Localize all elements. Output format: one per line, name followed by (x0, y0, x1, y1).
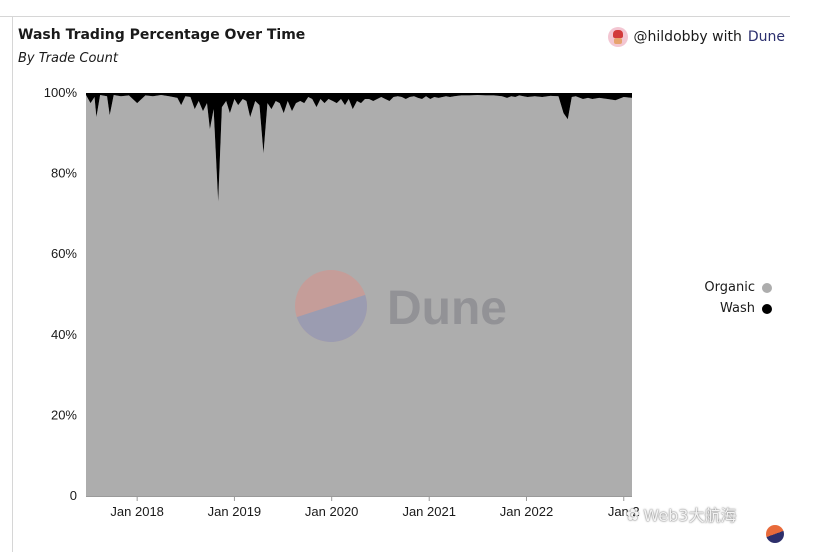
legend: Organic Wash (704, 277, 772, 319)
y-tick-label: 80% (51, 166, 77, 181)
y-axis: 0 20% 40% 60% 80% 100% (44, 85, 78, 503)
legend-label-organic: Organic (704, 280, 755, 295)
left-border (12, 16, 13, 552)
credit-brand-link[interactable]: Dune (747, 29, 785, 45)
legend-item-organic[interactable]: Organic (704, 277, 772, 298)
x-tick-label: Jan 2018 (110, 504, 164, 519)
chart-subtitle: By Trade Count (18, 51, 118, 66)
y-tick-label: 60% (51, 246, 77, 261)
corner-watermark-text: Web3大航海 (643, 506, 737, 525)
corner-logo-icon (766, 525, 784, 543)
y-tick-label: 0 (70, 488, 77, 503)
x-tick-label: Jan 2 (608, 504, 640, 519)
legend-item-wash[interactable]: Wash (704, 298, 772, 319)
avatar[interactable] (607, 27, 628, 47)
top-border (0, 16, 790, 17)
x-tick-label: Jan 2022 (500, 504, 554, 519)
legend-swatch-wash (762, 303, 772, 314)
dune-logo-lower-icon (296, 294, 367, 342)
y-tick-label: 20% (51, 407, 77, 422)
chart-title: Wash Trading Percentage Over Time (18, 27, 306, 43)
dune-watermark: Dune (295, 270, 507, 342)
author-credit[interactable]: @hildobby with Dune (607, 27, 785, 47)
y-tick-label: 40% (51, 327, 77, 342)
credit-user[interactable]: @hildobby with (633, 29, 742, 45)
wechat-icon: ✿ (626, 504, 640, 524)
corner-watermark: ✿ Web3大航海 (626, 502, 736, 526)
x-tick-label: Jan 2020 (305, 504, 359, 519)
legend-label-wash: Wash (719, 301, 755, 316)
x-tick-label: Jan 2019 (208, 504, 262, 519)
x-axis: Jan 2018 Jan 2019 Jan 2020 Jan 2021 Jan 2022… (86, 496, 640, 519)
legend-swatch-organic (762, 282, 772, 293)
y-tick-label: 100% (44, 85, 78, 100)
dune-watermark-text: Dune (387, 282, 507, 335)
x-tick-label: Jan 2021 (402, 504, 456, 519)
